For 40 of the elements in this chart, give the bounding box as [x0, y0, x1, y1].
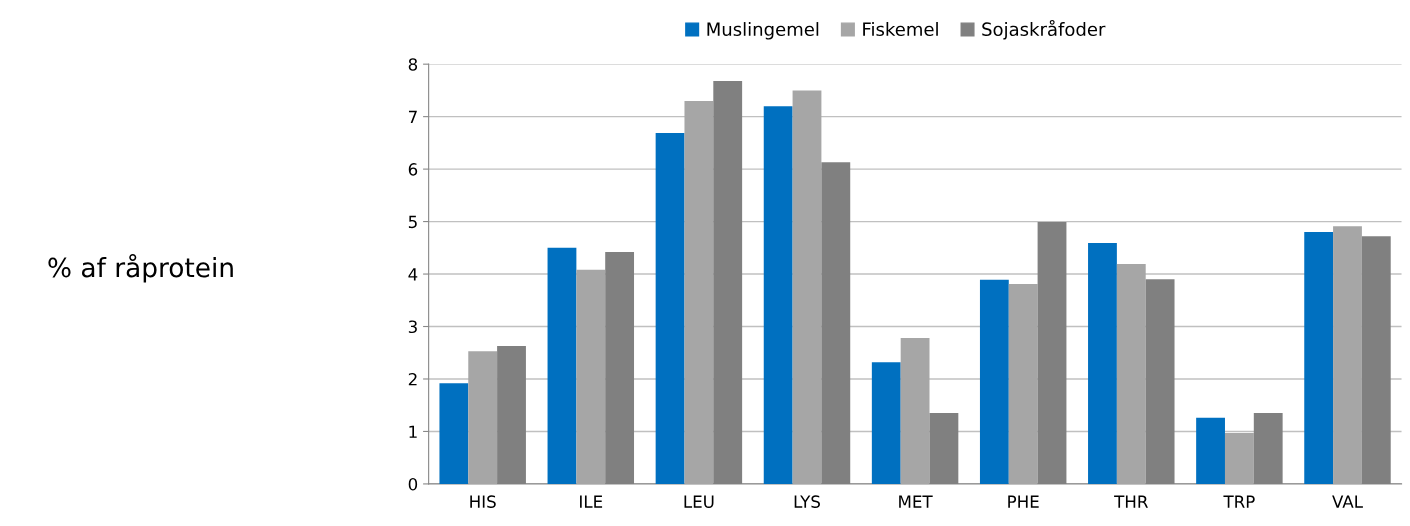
x-tick-label: ILE	[580, 495, 603, 508]
bar	[547, 247, 577, 484]
legend-label: Fiskemel	[863, 22, 938, 37]
bar	[1224, 433, 1254, 484]
bar	[1333, 226, 1362, 484]
legend-label: Sojaskråfoder	[982, 19, 1106, 40]
y-tick-label: 5	[408, 215, 417, 229]
x-tick-label: LYS	[794, 495, 820, 508]
legend-label: Muslingemel	[707, 22, 819, 40]
text: % af råprotein	[48, 253, 233, 283]
y-tick-label: 3	[408, 320, 417, 334]
y-tick-label: 2	[408, 372, 417, 386]
bar	[1088, 243, 1117, 484]
bar	[979, 279, 1009, 484]
y-tick-label: 8	[408, 58, 418, 71]
y-tick-label: 4	[408, 268, 418, 281]
x-tick-label: THR	[1114, 495, 1148, 508]
y-tick-label: 7	[408, 110, 417, 123]
y-tick-label: 1	[409, 425, 417, 438]
x-tick-label: LEU	[684, 495, 714, 508]
y-tick-label: 6	[408, 163, 418, 176]
bar	[792, 90, 822, 484]
x-tick-label: TRP	[1223, 495, 1255, 508]
bar	[1196, 417, 1225, 484]
bar	[439, 383, 469, 484]
x-tick-label: VAL	[1332, 495, 1363, 508]
x-tick-label: HIS	[470, 495, 496, 508]
bar	[1116, 264, 1146, 484]
bar	[684, 100, 714, 484]
y-tick-label: 0	[408, 477, 418, 491]
bar	[1304, 232, 1334, 484]
bar	[1008, 284, 1038, 484]
bar	[468, 351, 498, 484]
bar	[655, 132, 685, 484]
x-tick-label: MET	[899, 495, 933, 508]
x-tick-label: PHE	[1008, 495, 1039, 508]
bar	[871, 362, 901, 484]
bar	[576, 269, 606, 484]
bar	[763, 106, 793, 484]
bar	[900, 338, 930, 484]
